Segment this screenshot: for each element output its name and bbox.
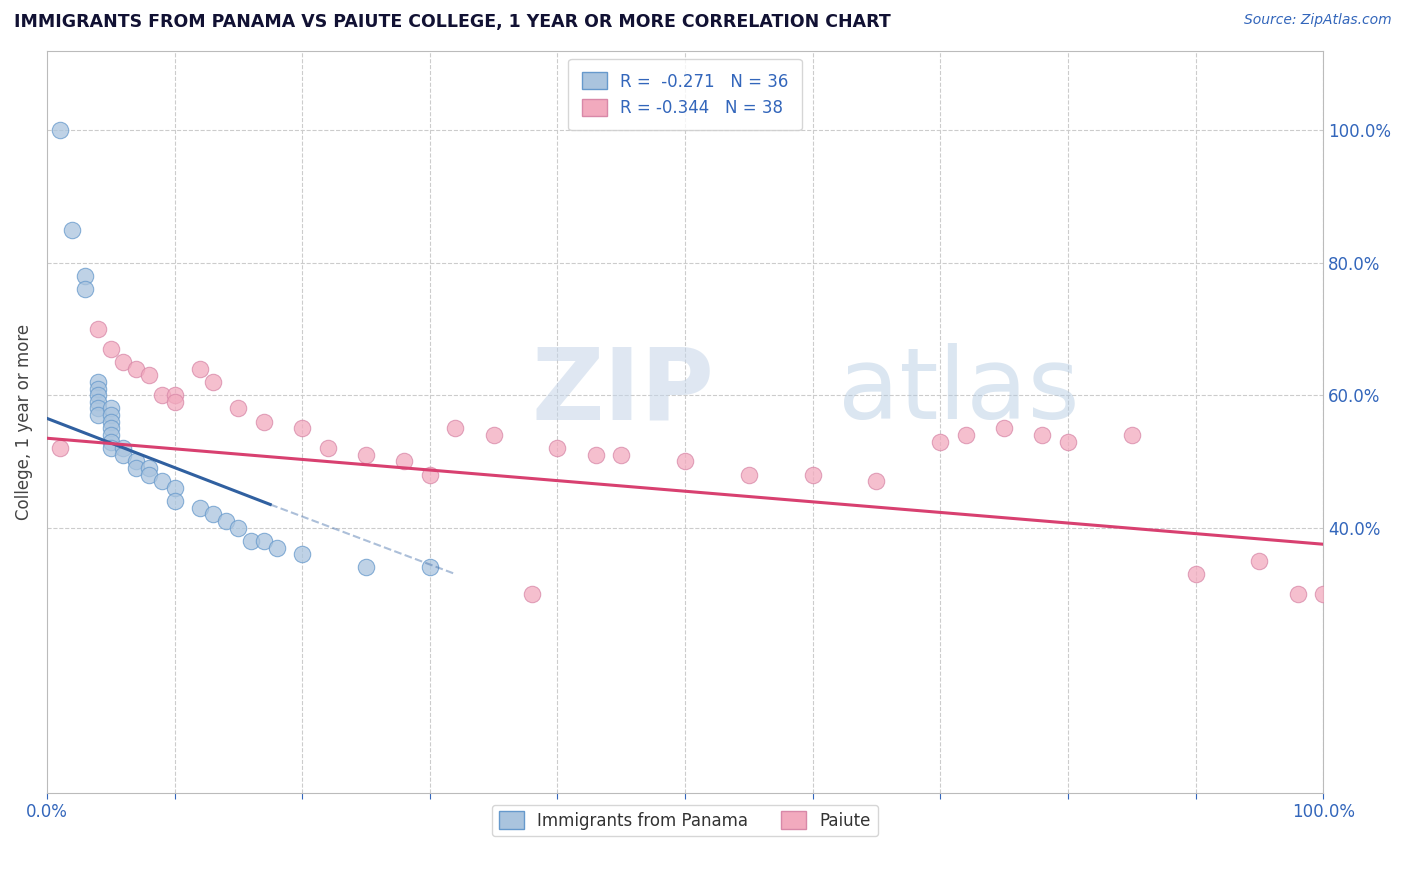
Point (520, 587, 543, 601)
Point (163, 394, 186, 409)
Point (100, 434, 122, 449)
Point (1031, 428, 1053, 442)
Point (100, 342, 122, 356)
Text: IMMIGRANTS FROM PANAMA VS PAIUTE COLLEGE, 1 YEAR OR MORE CORRELATION CHART: IMMIGRANTS FROM PANAMA VS PAIUTE COLLEGE… (14, 13, 891, 31)
Point (48, 441, 70, 455)
Point (100, 415, 122, 429)
Point (354, 560, 377, 574)
Point (125, 454, 148, 468)
Point (610, 448, 633, 462)
Point (100, 408, 122, 422)
Text: Source: ZipAtlas.com: Source: ZipAtlas.com (1244, 13, 1392, 28)
Point (673, 454, 696, 468)
Point (1184, 567, 1206, 582)
Point (112, 448, 135, 462)
Point (266, 541, 288, 555)
Point (150, 475, 173, 489)
Point (75, 282, 97, 296)
Point (87, 394, 110, 409)
Point (955, 428, 977, 442)
Point (1249, 554, 1271, 568)
Point (87, 401, 110, 416)
Point (87, 408, 110, 422)
Point (125, 361, 148, 376)
Point (87, 382, 110, 396)
Point (150, 388, 173, 402)
Point (419, 560, 441, 574)
Point (62, 222, 84, 236)
Point (138, 461, 160, 475)
Point (354, 448, 377, 462)
Point (87, 388, 110, 402)
Point (163, 494, 186, 508)
Point (112, 355, 135, 369)
Point (138, 467, 160, 482)
Point (100, 428, 122, 442)
Point (228, 521, 250, 535)
Y-axis label: College, 1 year or more: College, 1 year or more (15, 324, 32, 520)
Point (291, 547, 314, 561)
Point (100, 421, 122, 435)
Point (228, 401, 250, 416)
Point (201, 508, 224, 522)
Point (100, 441, 122, 455)
Point (394, 454, 416, 468)
Point (291, 421, 314, 435)
Point (929, 434, 952, 449)
Point (240, 533, 263, 548)
Point (865, 475, 887, 489)
Point (87, 375, 110, 389)
Point (138, 368, 160, 383)
Point (188, 361, 211, 376)
Point (993, 421, 1015, 435)
Point (482, 428, 505, 442)
Point (214, 514, 236, 528)
Point (738, 467, 761, 482)
Point (201, 375, 224, 389)
Point (253, 533, 276, 548)
Point (316, 441, 339, 455)
Point (585, 448, 607, 462)
Point (801, 467, 824, 482)
Point (253, 415, 276, 429)
Point (444, 421, 467, 435)
Legend: Immigrants from Panama, Paiute: Immigrants from Panama, Paiute (492, 805, 877, 837)
Point (75, 268, 97, 283)
Point (188, 500, 211, 515)
Point (48, 123, 70, 137)
Point (100, 401, 122, 416)
Text: atlas: atlas (838, 343, 1080, 441)
Point (1312, 587, 1334, 601)
Point (125, 461, 148, 475)
Point (112, 441, 135, 455)
Point (87, 322, 110, 336)
Point (163, 481, 186, 495)
Point (1121, 428, 1143, 442)
Point (163, 388, 186, 402)
Point (1286, 587, 1309, 601)
Point (546, 441, 568, 455)
Point (419, 467, 441, 482)
Text: ZIP: ZIP (531, 343, 714, 441)
Point (1057, 434, 1080, 449)
